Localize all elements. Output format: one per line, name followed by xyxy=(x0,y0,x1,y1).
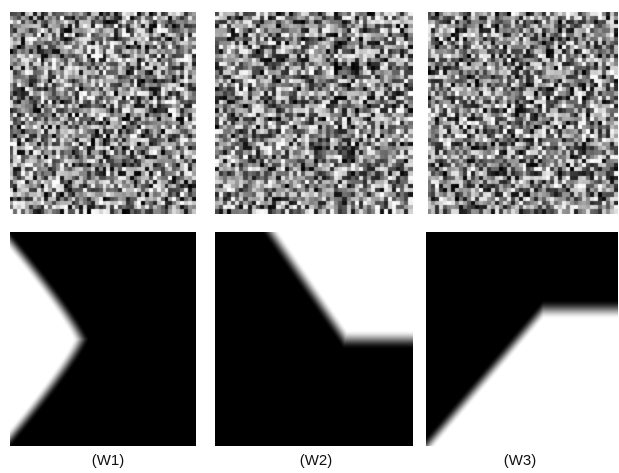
noise-image-w2 xyxy=(215,12,413,214)
caption-w1: (W1) xyxy=(91,452,125,469)
mask-image-w3 xyxy=(426,232,618,446)
noise-image-w3 xyxy=(428,12,618,214)
mask-image-w2 xyxy=(215,232,413,446)
caption-w3: (W3) xyxy=(503,452,537,469)
caption-w2: (W2) xyxy=(299,452,333,469)
mask-image-w1 xyxy=(10,232,196,446)
noise-image-w1 xyxy=(10,12,196,214)
